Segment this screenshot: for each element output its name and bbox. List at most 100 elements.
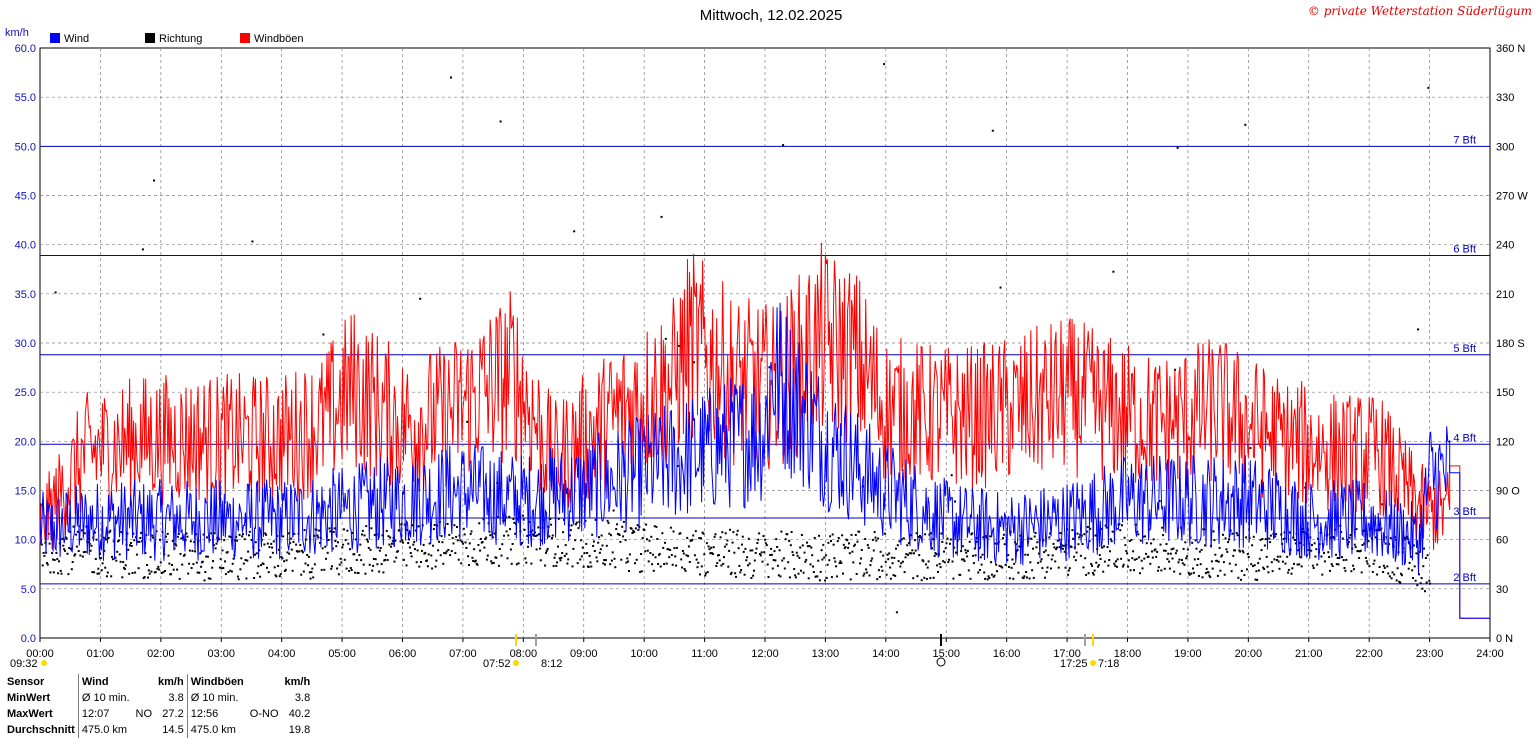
direction-point — [1079, 554, 1082, 557]
direction-point — [1018, 545, 1021, 548]
direction-point — [786, 533, 789, 536]
direction-point — [83, 532, 86, 535]
direction-point — [1051, 554, 1054, 557]
direction-point — [400, 523, 403, 526]
direction-point — [328, 527, 331, 530]
direction-point — [1010, 566, 1013, 569]
left-axis-tick: 5.0 — [21, 584, 36, 596]
direction-point — [681, 566, 684, 569]
direction-point — [135, 553, 138, 556]
direction-point — [238, 533, 241, 536]
direction-point — [66, 552, 69, 555]
direction-point — [1079, 533, 1082, 536]
direction-point — [599, 548, 602, 551]
direction-point — [64, 549, 66, 552]
direction-point — [661, 532, 664, 535]
direction-point — [1224, 537, 1227, 540]
direction-point — [990, 573, 993, 576]
direction-point — [506, 557, 509, 560]
direction-point — [1147, 555, 1150, 558]
direction-point — [1103, 560, 1106, 563]
direction-point — [1257, 569, 1260, 572]
direction-point — [782, 557, 785, 560]
direction-point — [1216, 574, 1219, 577]
direction-point — [212, 560, 214, 563]
direction-point — [1331, 565, 1334, 567]
direction-point — [170, 573, 173, 576]
direction-point — [304, 562, 307, 565]
direction-point — [709, 552, 712, 555]
direction-point — [1186, 555, 1189, 558]
direction-point — [549, 518, 552, 520]
direction-point — [878, 576, 881, 578]
direction-point — [1239, 550, 1242, 553]
direction-point — [466, 420, 469, 423]
direction-point — [1312, 567, 1315, 569]
direction-point — [816, 575, 819, 578]
direction-point — [1236, 534, 1239, 537]
direction-point — [806, 545, 809, 548]
direction-point — [1208, 574, 1211, 577]
direction-point — [1345, 558, 1348, 561]
direction-point — [491, 562, 494, 565]
direction-point — [439, 554, 442, 557]
direction-point — [827, 541, 830, 544]
direction-point — [764, 542, 767, 545]
direction-point — [1044, 576, 1046, 579]
direction-point — [1399, 581, 1402, 584]
stats-col-wind: Wind — [77, 674, 133, 690]
direction-point — [164, 570, 167, 572]
direction-point — [669, 549, 672, 551]
direction-point — [1315, 548, 1318, 551]
direction-point — [286, 551, 289, 554]
direction-point — [512, 518, 515, 520]
direction-point — [671, 563, 674, 566]
direction-point — [1188, 573, 1191, 576]
direction-point — [1252, 565, 1254, 568]
direction-point — [185, 532, 188, 535]
direction-point — [830, 576, 833, 579]
direction-point — [1209, 576, 1212, 579]
x-axis-tick: 19:00 — [1174, 648, 1202, 660]
direction-point — [555, 564, 558, 567]
direction-point — [1207, 571, 1210, 574]
direction-point — [200, 565, 203, 568]
direction-point — [640, 570, 643, 573]
direction-point — [394, 539, 397, 542]
direction-point — [450, 550, 453, 553]
direction-point — [53, 559, 56, 561]
direction-point — [1073, 555, 1076, 558]
direction-point — [432, 544, 434, 547]
direction-point — [358, 554, 361, 557]
direction-point — [1047, 554, 1050, 557]
x-axis-tick: 12:00 — [751, 648, 779, 660]
direction-point — [579, 558, 582, 561]
direction-point — [608, 532, 611, 535]
direction-point — [910, 552, 913, 555]
direction-point — [414, 529, 417, 532]
direction-point — [159, 561, 162, 564]
direction-point — [1358, 557, 1361, 559]
direction-point — [326, 551, 329, 554]
direction-point — [1088, 540, 1091, 543]
direction-point — [983, 571, 986, 574]
direction-point — [1011, 558, 1014, 561]
direction-point — [603, 559, 606, 561]
direction-point — [1355, 528, 1358, 531]
direction-point — [1032, 547, 1034, 550]
direction-point — [1412, 577, 1414, 579]
direction-point — [435, 559, 438, 562]
direction-point — [144, 552, 147, 555]
direction-point — [1329, 569, 1331, 572]
sunrise-label-2: 8:12 — [541, 658, 562, 670]
direction-point — [232, 557, 235, 560]
direction-point — [362, 563, 365, 566]
direction-point — [1110, 540, 1113, 543]
direction-point — [950, 474, 953, 477]
direction-point — [199, 552, 202, 555]
direction-point — [282, 535, 285, 538]
direction-point — [427, 553, 430, 556]
direction-point — [995, 563, 998, 566]
direction-point — [667, 548, 670, 551]
direction-point — [165, 540, 168, 543]
